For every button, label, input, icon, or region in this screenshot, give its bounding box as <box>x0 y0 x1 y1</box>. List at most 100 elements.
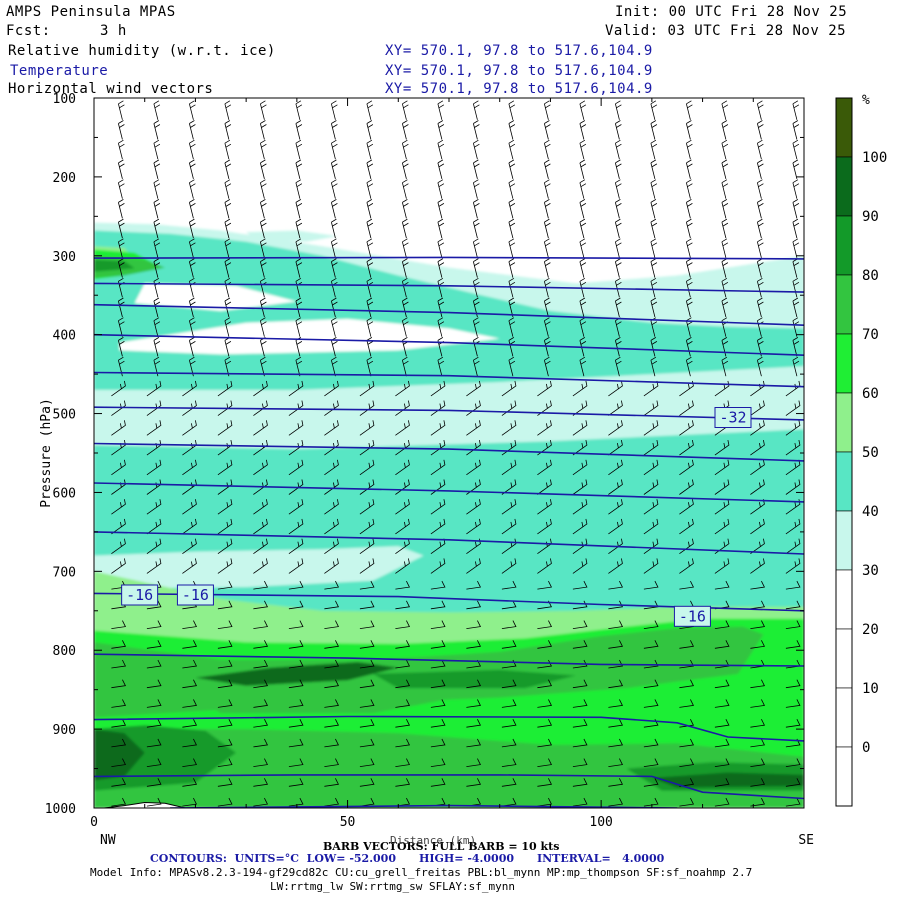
wind-barb <box>359 640 375 649</box>
wind-barb <box>750 719 766 728</box>
wind-barb <box>288 380 304 397</box>
wind-barb <box>537 420 552 436</box>
wind-barb <box>366 179 374 199</box>
wind-barb <box>217 580 233 590</box>
wind-barb <box>721 356 729 377</box>
wind-barb <box>608 600 624 610</box>
wind-barb <box>253 420 268 436</box>
wind-barb <box>679 679 695 689</box>
wind-barb <box>643 758 659 767</box>
wind-barb <box>331 258 338 278</box>
wind-barb <box>508 179 516 199</box>
wind-barb <box>253 679 269 689</box>
barb-legend: BARB VECTORS: FULL BARB = 10 kts <box>323 840 560 853</box>
wind-barb <box>792 356 800 377</box>
x-right-endpoint-label: SE <box>798 833 814 848</box>
wind-barb <box>395 538 410 555</box>
wind-barb <box>331 218 338 239</box>
wind-barb <box>288 518 304 535</box>
field-label-wind: Horizontal wind vectors <box>8 81 214 97</box>
wind-barb <box>757 199 764 219</box>
wind-barb <box>679 499 694 515</box>
wind-barb <box>608 479 623 495</box>
colorbar-label: 30 <box>862 563 879 579</box>
temperature-contour <box>94 715 804 742</box>
wind-barb <box>757 139 764 160</box>
wind-barb <box>153 297 161 318</box>
wind-barb <box>544 199 551 219</box>
wind-barb <box>189 297 196 318</box>
wind-barb <box>650 120 658 140</box>
temperature-contour <box>94 442 804 462</box>
wind-barb <box>395 659 411 669</box>
wind-barb <box>750 558 765 574</box>
wind-barb <box>295 258 303 278</box>
wind-barb <box>466 620 482 629</box>
wind-barb <box>395 778 411 787</box>
wind-barb <box>395 499 410 515</box>
colorbar-unit: % <box>862 93 870 108</box>
wind-barb <box>615 297 622 318</box>
wind-barb <box>544 238 551 258</box>
wind-barb <box>615 159 622 179</box>
wind-barb <box>508 238 516 258</box>
wind-barb <box>402 238 409 258</box>
wind-barb <box>288 640 304 649</box>
wind-barb <box>111 380 126 397</box>
wind-barb <box>714 620 730 629</box>
wind-barb <box>579 277 587 298</box>
wind-barb <box>288 797 304 807</box>
wind-barb <box>366 100 374 120</box>
wind-barb <box>466 699 482 708</box>
wind-barb <box>217 797 233 807</box>
wind-barb <box>537 738 553 748</box>
wind-barb <box>366 258 374 278</box>
wind-barb <box>650 297 658 318</box>
wind-barb <box>253 699 269 708</box>
wind-barb <box>224 317 232 337</box>
wind-barb <box>118 218 125 239</box>
wind-barb <box>537 459 552 476</box>
wind-barb <box>679 580 695 590</box>
field-xy-temperature: XY= 570.1, 97.8 to 517.6,104.9 <box>385 63 653 79</box>
wind-barb <box>111 420 126 436</box>
wind-barb <box>224 258 232 278</box>
wind-barb <box>288 719 304 728</box>
wind-barb <box>224 297 232 318</box>
wind-barb <box>146 699 162 708</box>
wind-barb <box>501 699 517 708</box>
model-info-line2: LW:rrtmg_lw SW:rrtmg_sw SFLAY:sf_mynn <box>270 880 516 893</box>
wind-barb <box>757 179 764 199</box>
wind-barb <box>260 159 267 179</box>
wind-barb <box>331 120 338 140</box>
wind-barb <box>118 139 125 160</box>
wind-barb <box>572 479 588 495</box>
wind-barb <box>615 100 622 120</box>
wind-barb <box>643 738 659 748</box>
wind-barb <box>288 558 304 574</box>
wind-barb <box>572 758 588 767</box>
wind-barb <box>359 380 375 397</box>
wind-barb <box>608 758 624 767</box>
wind-barb <box>537 778 553 787</box>
wind-barb <box>572 580 588 590</box>
wind-barb <box>359 679 375 689</box>
rh-shading <box>94 222 804 808</box>
wind-barb <box>295 159 303 179</box>
wind-barb <box>331 199 338 219</box>
wind-barb <box>146 719 162 728</box>
wind-barb <box>118 120 125 140</box>
wind-barb <box>111 620 127 629</box>
wind-barb <box>359 558 375 574</box>
wind-barb <box>331 356 338 377</box>
wind-barb <box>650 218 658 239</box>
wind-barb <box>430 719 446 728</box>
wind-barb <box>217 538 233 555</box>
wind-barb <box>643 479 659 495</box>
wind-barb <box>615 356 622 377</box>
wind-barb <box>430 518 446 535</box>
wind-barb <box>750 580 766 590</box>
wind-barb <box>324 620 340 629</box>
wind-barb <box>430 499 446 515</box>
wind-barb <box>679 738 695 748</box>
